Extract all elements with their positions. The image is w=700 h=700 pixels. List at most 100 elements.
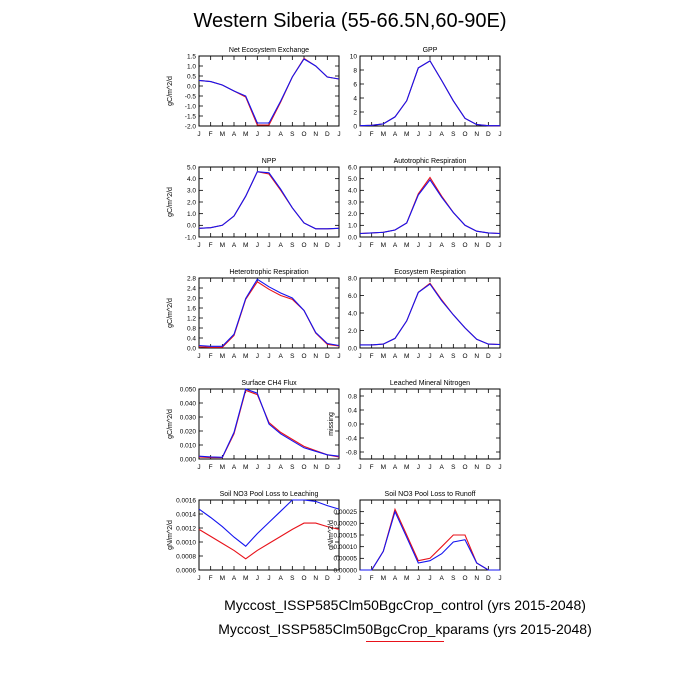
panel-7-ytick-label: 0.010 xyxy=(180,442,197,449)
panel-6-series-control xyxy=(360,282,501,346)
panel-10-ytick-label: 0.00005 xyxy=(334,556,358,563)
panel-9-xtick-label: A xyxy=(278,575,283,582)
panel-6-xtick-label: S xyxy=(451,353,456,360)
panel-4-xtick-label: A xyxy=(439,242,444,249)
panel-10-title: Soil NO3 Pool Loss to Runoff xyxy=(385,491,476,498)
panel-1-xtick-label: A xyxy=(232,131,237,138)
panel-6-xtick-label: N xyxy=(474,353,479,360)
panel-1-xtick-label: M xyxy=(243,131,248,138)
panel-2-xtick-label: J xyxy=(358,131,361,138)
panel-10-xtick-label: D xyxy=(486,575,491,582)
panel-4-xtick-label: O xyxy=(462,242,467,249)
panel-4-xtick-label: M xyxy=(404,242,409,249)
panel-10-xtick-label: A xyxy=(393,575,398,582)
panel-3-xtick-label: J xyxy=(197,242,200,249)
panel-3-xtick-label: A xyxy=(278,242,283,249)
panel-6-xtick-label: D xyxy=(486,353,491,360)
panel-1-xtick-label: O xyxy=(301,131,306,138)
panel-7-ylabel: gC/m^2/d xyxy=(167,409,174,439)
panel-5-ylabel: gC/m^2/d xyxy=(167,298,174,328)
panel-10-xtick-label: S xyxy=(451,575,456,582)
panel-10-frame xyxy=(359,499,501,571)
panel-7-xtick-label: A xyxy=(278,464,283,471)
panel-9-xtick-label: J xyxy=(197,575,200,582)
panel-3-xtick-label: S xyxy=(290,242,295,249)
panel-1-ytick-label: -1.0 xyxy=(185,103,197,110)
panel-3-ytick-label: 2.0 xyxy=(187,199,196,206)
panel-7-xtick-label: D xyxy=(325,464,330,471)
panel-3-ytick-label: 3.0 xyxy=(187,188,196,195)
panel-8-ytick-label: 0.8 xyxy=(348,393,357,400)
panel-10-xtick-label: F xyxy=(370,575,374,582)
panel-6-xtick-label: J xyxy=(428,353,431,360)
panel-2-xtick-label: J xyxy=(498,131,501,138)
panel-7-xtick-label: N xyxy=(313,464,318,471)
panel-7-xtick-label: J xyxy=(337,464,340,471)
panel-8-frame xyxy=(359,388,501,460)
panel-9-xtick-label: S xyxy=(290,575,295,582)
panel-2-xtick-label: J xyxy=(428,131,431,138)
panel-2-ytick-label: 10 xyxy=(350,53,358,60)
panel-2-ytick-label: 6 xyxy=(353,81,357,88)
panel-5-ytick-label: 1.6 xyxy=(187,305,196,312)
panel-4-ytick-label: 0.0 xyxy=(348,234,357,241)
panel-10-xtick-label: J xyxy=(358,575,361,582)
panel-7-xtick-label: S xyxy=(290,464,295,471)
panel-5-xtick-label: D xyxy=(325,353,330,360)
panel-3-frame xyxy=(198,166,340,238)
panel-1-ytick-label: 1.5 xyxy=(187,53,196,60)
panel-5-xtick-label: J xyxy=(256,353,259,360)
panel-3-xtick-label: M xyxy=(243,242,248,249)
panel-4-series-control xyxy=(359,176,501,235)
panel-1-xtick-label: A xyxy=(278,131,283,138)
panel-2-xtick-label: J xyxy=(417,131,420,138)
panel-7-ytick-label: 0.030 xyxy=(180,414,197,421)
panel-6-xtick-label: O xyxy=(462,353,467,360)
panel-1-xtick-label: J xyxy=(267,131,270,138)
panel-1-xtick-label: S xyxy=(290,131,295,138)
panel-7-xtick-label: J xyxy=(256,464,259,471)
panel-9-xtick-label: J xyxy=(256,575,259,582)
panel-1-ytick-label: 0.5 xyxy=(187,73,196,80)
panel-4-xtick-label: N xyxy=(474,242,479,249)
panel-7-xtick-label: O xyxy=(301,464,306,471)
panel-1-ylabel: gC/m^2/d xyxy=(167,76,174,106)
panel-10-ytick-label: 0.00015 xyxy=(334,532,358,539)
panel-9-xtick-label: A xyxy=(232,575,237,582)
panel-10-ytick-label: 0.00025 xyxy=(334,509,358,516)
panel-5-xtick-label: J xyxy=(337,353,340,360)
panel-9-series-control xyxy=(198,522,340,560)
panel-2-xtick-label: N xyxy=(474,131,479,138)
panel-3-xtick-label: J xyxy=(256,242,259,249)
panel-4-xtick-label: J xyxy=(417,242,420,249)
panel-6-xtick-label: J xyxy=(358,353,361,360)
panel-4-ytick-label: 4.0 xyxy=(348,188,357,195)
panel-1-xtick-label: J xyxy=(256,131,259,138)
panel-3-xtick-label: D xyxy=(325,242,330,249)
legend-control-line xyxy=(366,641,444,642)
panel-1-ytick-label: 1.0 xyxy=(187,63,196,70)
panel-8-xtick-label: A xyxy=(393,464,398,471)
panel-9-xtick-label: J xyxy=(337,575,340,582)
panel-7-ytick-label: 0.050 xyxy=(180,386,197,393)
panel-3-xtick-label: O xyxy=(301,242,306,249)
panel-4-xtick-label: M xyxy=(381,242,386,249)
panel-7-xtick-label: M xyxy=(220,464,225,471)
panel-3-series-control xyxy=(198,171,340,230)
panel-3-ytick-label: 5.0 xyxy=(187,164,196,171)
panel-2-frame xyxy=(359,55,501,127)
panel-10-xtick-label: A xyxy=(439,575,444,582)
panel-9-ylabel: gN/m^2/d xyxy=(167,520,174,550)
panel-7-title: Surface CH4 Flux xyxy=(241,380,297,387)
panel-10-ytick-label: 0.00020 xyxy=(334,521,358,528)
panel-1-xtick-label: F xyxy=(209,131,213,138)
panel-2-xtick-label: M xyxy=(381,131,386,138)
panel-4-title: Autotrophic Respiration xyxy=(394,158,467,165)
panel-7-series-kparams xyxy=(198,388,340,458)
panel-8-xtick-label: J xyxy=(417,464,420,471)
panel-7-ytick-label: 0.020 xyxy=(180,428,197,435)
panel-6-xtick-label: J xyxy=(498,353,501,360)
panel-5-xtick-label: O xyxy=(301,353,306,360)
panel-8-ytick-label: 0.4 xyxy=(348,407,357,414)
panel-3-title: NPP xyxy=(262,158,277,165)
